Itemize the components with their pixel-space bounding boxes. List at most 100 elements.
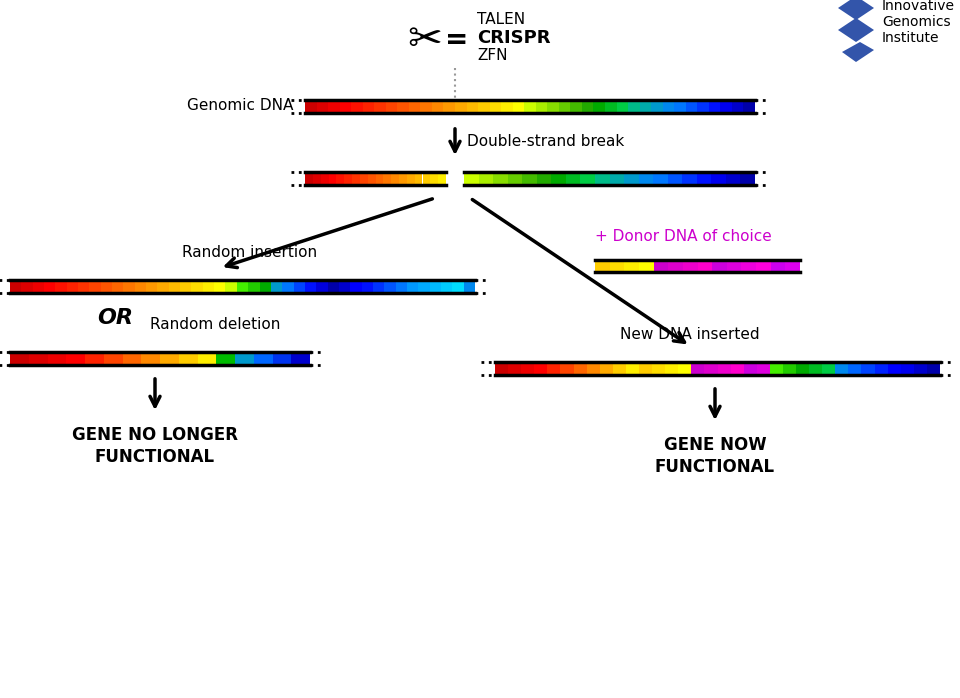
Bar <box>522 172 537 184</box>
Bar <box>927 362 940 375</box>
Bar <box>89 279 101 292</box>
Bar <box>237 279 249 292</box>
Bar <box>741 260 756 272</box>
Polygon shape <box>842 42 874 62</box>
Bar <box>668 172 683 184</box>
Bar <box>101 279 112 292</box>
Bar <box>467 100 478 112</box>
Bar <box>697 100 708 112</box>
Bar <box>726 172 740 184</box>
Bar <box>616 100 628 112</box>
Bar <box>712 260 727 272</box>
Text: Institute: Institute <box>882 31 940 45</box>
Bar <box>493 172 508 184</box>
Text: GENE NO LONGER
FUNCTIONAL: GENE NO LONGER FUNCTIONAL <box>72 426 238 466</box>
Bar <box>822 362 835 375</box>
Bar <box>226 279 237 292</box>
Bar <box>639 260 654 272</box>
Bar <box>849 362 861 375</box>
Bar <box>375 172 383 184</box>
Bar <box>372 279 384 292</box>
Bar <box>235 352 253 364</box>
Bar <box>430 279 441 292</box>
Text: Random insertion: Random insertion <box>182 245 318 260</box>
Text: TALEN: TALEN <box>477 13 525 27</box>
Bar <box>271 279 282 292</box>
Bar <box>513 100 524 112</box>
Bar <box>396 279 407 292</box>
Bar <box>432 100 444 112</box>
Polygon shape <box>838 18 874 42</box>
Bar <box>582 100 593 112</box>
Bar <box>363 100 374 112</box>
Bar <box>316 279 327 292</box>
Polygon shape <box>838 0 874 20</box>
Bar <box>273 352 291 364</box>
Bar <box>419 279 430 292</box>
Bar <box>561 362 573 375</box>
Bar <box>351 100 363 112</box>
Bar <box>809 362 822 375</box>
Bar <box>565 172 581 184</box>
Bar <box>157 279 169 292</box>
Bar <box>368 172 375 184</box>
Bar <box>430 172 438 184</box>
Text: =: = <box>445 26 468 54</box>
Bar <box>452 279 464 292</box>
Bar <box>141 352 160 364</box>
Bar <box>697 172 711 184</box>
Bar <box>282 279 294 292</box>
Bar <box>535 362 547 375</box>
Bar <box>740 172 755 184</box>
Bar <box>336 172 345 184</box>
Bar <box>478 172 493 184</box>
Bar <box>573 362 587 375</box>
Bar <box>305 279 316 292</box>
Bar <box>835 362 849 375</box>
Bar <box>112 279 124 292</box>
Bar <box>444 100 455 112</box>
Bar <box>10 352 29 364</box>
Bar <box>744 362 756 375</box>
Bar <box>587 362 600 375</box>
Bar <box>705 362 717 375</box>
Bar <box>639 362 652 375</box>
Bar <box>328 100 340 112</box>
Bar <box>313 172 321 184</box>
Bar <box>305 172 313 184</box>
Bar <box>900 362 914 375</box>
Bar <box>340 100 351 112</box>
Text: Innovative: Innovative <box>882 0 955 13</box>
Bar <box>914 362 927 375</box>
Bar <box>653 172 668 184</box>
Bar <box>169 279 180 292</box>
Bar <box>123 352 141 364</box>
Bar <box>861 362 875 375</box>
Bar <box>104 352 123 364</box>
Text: GENE NOW
FUNCTIONAL: GENE NOW FUNCTIONAL <box>655 436 775 476</box>
Bar <box>731 362 744 375</box>
Bar <box>651 100 662 112</box>
Bar <box>422 172 430 184</box>
Bar <box>259 279 271 292</box>
Bar <box>191 279 203 292</box>
Bar <box>698 260 712 272</box>
Bar <box>570 100 582 112</box>
Bar <box>521 362 535 375</box>
Bar <box>455 100 467 112</box>
Bar <box>362 279 372 292</box>
Bar <box>214 279 226 292</box>
Bar <box>360 172 368 184</box>
Bar <box>593 100 605 112</box>
Bar <box>581 172 595 184</box>
Bar <box>628 100 639 112</box>
Bar <box>464 279 475 292</box>
Bar <box>374 100 386 112</box>
Bar <box>771 260 785 272</box>
Bar <box>600 362 612 375</box>
Bar <box>559 100 570 112</box>
Bar <box>317 100 328 112</box>
Bar <box>756 260 771 272</box>
Bar <box>624 172 638 184</box>
Bar <box>654 260 668 272</box>
